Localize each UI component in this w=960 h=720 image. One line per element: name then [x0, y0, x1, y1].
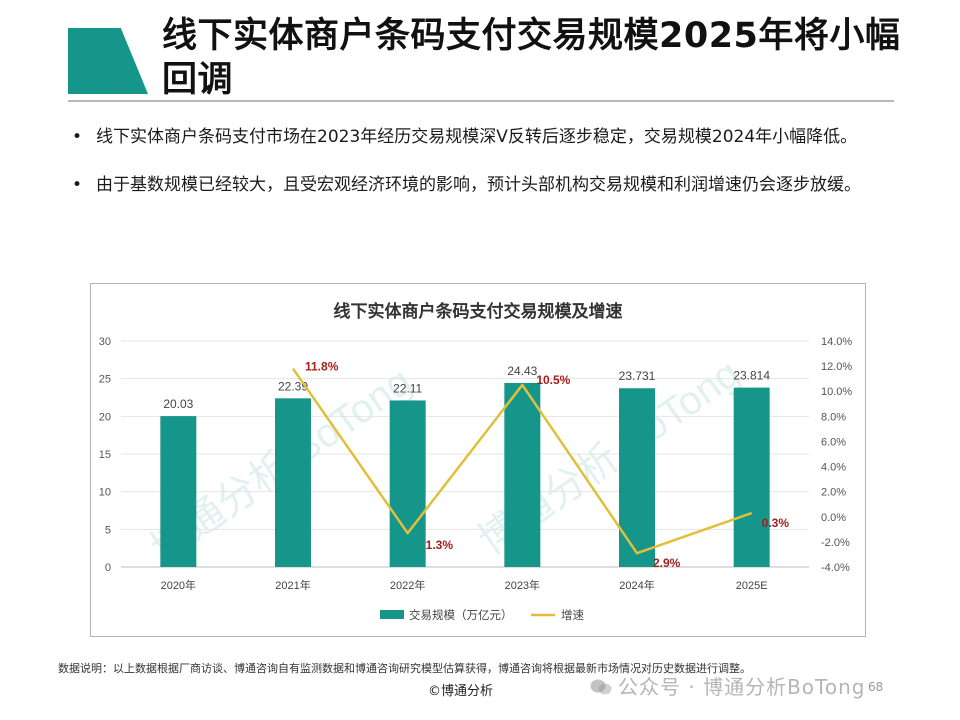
bar-2024年 [619, 388, 655, 567]
wechat-watermark: 公众号 · 博通分析BoTong [590, 671, 865, 700]
chart-container: 博通分析 BoTong 博通分析 BoTong 线下实体商户条码支付交易规模及增速 0… [90, 283, 866, 637]
growth-line [291, 367, 753, 555]
title-divider [68, 100, 894, 102]
y-right-tick-label: 2.0% [821, 487, 846, 499]
bullet-marker: • [72, 127, 83, 147]
y-left-tick-label: 25 [99, 374, 111, 386]
y-right-tick-label: 10.0% [821, 386, 852, 398]
chart-svg: 博通分析 BoTong 博通分析 BoTong线下实体商户条码支付交易规模及增速0… [99, 301, 853, 622]
wechat-icon [590, 679, 612, 695]
growth-data-label: 11.8% [305, 360, 339, 374]
y-right-tick-label: 6.0% [821, 436, 846, 448]
y-right-tick-label: -4.0% [821, 562, 850, 574]
bar-value-label: 23.814 [733, 369, 770, 383]
y-left-tick-label: 0 [105, 562, 111, 574]
data-note: 数据说明：以上数据根据厂商访谈、博通咨询自有监测数据和博通咨询研究模型估算获得，… [58, 662, 751, 675]
bullet-item: • 线下实体商户条码支付市场在2023年经历交易规模深V反转后逐步稳定，交易规模… [70, 122, 880, 152]
y-left-tick-label: 10 [99, 487, 111, 499]
legend-label-line: 增速 [561, 608, 584, 622]
y-right-tick-label: 12.0% [821, 361, 852, 373]
bar-value-label: 20.03 [163, 397, 193, 411]
growth-data-label: 2.9% [653, 556, 681, 570]
title-decoration [68, 28, 148, 94]
page-number: 68 [868, 680, 884, 694]
copyright-text: ©博通分析 [428, 684, 494, 699]
y-left-tick-label: 30 [99, 336, 111, 348]
growth-data-label: 1.3% [426, 538, 454, 552]
bar-value-label: 24.43 [507, 364, 537, 378]
bar-value-label: 22.39 [278, 379, 308, 393]
x-tick-label: 2020年 [161, 578, 196, 592]
bar-2023年 [504, 382, 541, 567]
x-tick-label: 2024年 [619, 578, 654, 592]
growth-data-label: 0.3% [762, 516, 790, 530]
bullet-marker: • [72, 175, 83, 195]
y-right-tick-label: -2.0% [821, 537, 850, 549]
bar-2025E [733, 387, 770, 567]
bar-2020年 [160, 416, 197, 567]
y-left-tick-label: 15 [99, 449, 111, 461]
y-right-tick-label: 4.0% [821, 462, 846, 474]
bullet-text: 线下实体商户条码支付市场在2023年经历交易规模深V反转后逐步稳定，交易规模20… [96, 127, 858, 147]
y-right-tick-label: 0.0% [821, 512, 846, 524]
bar-2022年 [389, 400, 426, 567]
legend-swatch-bar [380, 610, 404, 619]
x-tick-label: 2025E [736, 580, 768, 592]
bullet-list: • 线下实体商户条码支付市场在2023年经历交易规模深V反转后逐步稳定，交易规模… [70, 122, 880, 218]
y-left-tick-label: 5 [105, 524, 111, 536]
growth-data-label: 10.5% [536, 373, 570, 387]
wechat-brand-text: 公众号 · 博通分析BoTong [618, 675, 866, 699]
bar-value-label: 23.731 [619, 369, 656, 383]
bar-value-label: 22.11 [393, 381, 422, 395]
x-tick-label: 2021年 [275, 578, 310, 592]
chart-title: 线下实体商户条码支付交易规模及增速 [334, 301, 623, 321]
y-right-tick-label: 14.0% [821, 336, 852, 348]
bar-2021年 [275, 398, 311, 567]
x-tick-label: 2022年 [390, 578, 425, 592]
x-tick-label: 2023年 [505, 578, 540, 592]
page-title: 线下实体商户条码支付交易规模2025年将小幅回调 [162, 16, 901, 100]
y-right-tick-label: 8.0% [821, 411, 846, 423]
bullet-item: • 由于基数规模已经较大，且受宏观经济环境的影响，预计头部机构交易规模和利润增速… [70, 170, 880, 200]
y-left-tick-label: 20 [99, 411, 111, 423]
bullet-text: 由于基数规模已经较大，且受宏观经济环境的影响，预计头部机构交易规模和利润增速仍会… [96, 175, 861, 195]
legend-label-bar: 交易规模（万亿元） [409, 608, 513, 622]
